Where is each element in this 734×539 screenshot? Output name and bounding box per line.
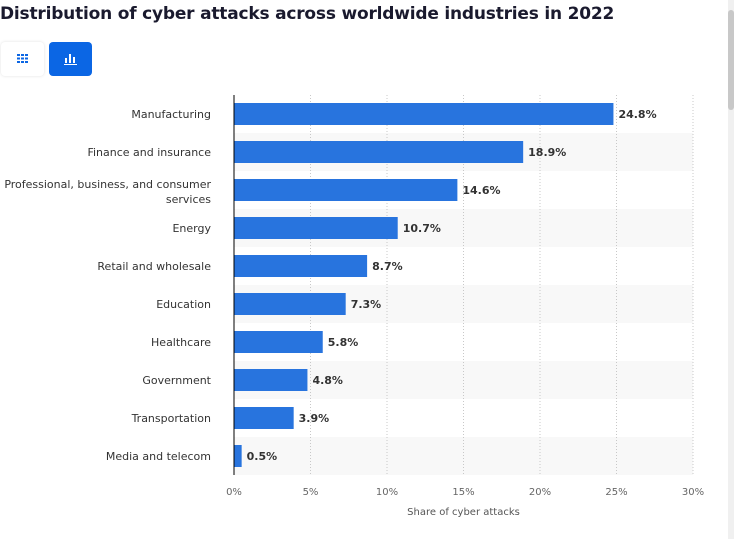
category-label: Education — [156, 298, 211, 311]
data-label: 18.9% — [528, 146, 566, 159]
category-label: Finance and insurance — [87, 146, 211, 159]
bar[interactable] — [234, 141, 524, 163]
data-label: 3.9% — [299, 412, 330, 425]
data-label: 14.6% — [462, 184, 500, 197]
chart-view-button[interactable] — [49, 42, 92, 76]
x-tick-label: 25% — [605, 487, 627, 498]
bar[interactable] — [234, 293, 346, 315]
x-tick-label: 0% — [226, 487, 242, 498]
data-label: 5.8% — [328, 336, 359, 349]
bar[interactable] — [234, 255, 368, 277]
x-tick-label: 20% — [529, 487, 551, 498]
data-label: 24.8% — [618, 108, 656, 121]
x-tick-label: 15% — [452, 487, 474, 498]
category-label: Energy — [172, 222, 211, 235]
category-label: Manufacturing — [131, 108, 211, 121]
bar[interactable] — [234, 331, 323, 353]
category-label: Transportation — [131, 412, 211, 425]
x-tick-label: 10% — [376, 487, 398, 498]
x-axis-title: Share of cyber attacks — [407, 507, 520, 518]
bar[interactable] — [234, 179, 458, 201]
bar[interactable] — [234, 103, 614, 125]
bar-chart-icon — [64, 54, 77, 65]
category-label: Media and telecom — [106, 450, 211, 463]
bar[interactable] — [234, 407, 294, 429]
category-label: Healthcare — [151, 336, 211, 349]
data-label: 7.3% — [351, 298, 382, 311]
category-label: Retail and wholesale — [97, 260, 211, 273]
page-title: Distribution of cyber attacks across wor… — [0, 4, 615, 24]
data-label: 4.8% — [312, 374, 343, 387]
table-view-button[interactable] — [1, 42, 44, 76]
x-tick-label: 30% — [682, 487, 704, 498]
x-tick-label: 5% — [303, 487, 319, 498]
grid-icon — [16, 54, 28, 63]
bar[interactable] — [234, 369, 308, 391]
scrollbar-thumb[interactable] — [728, 10, 734, 110]
data-label: 10.7% — [403, 222, 441, 235]
scrollbar[interactable] — [728, 0, 734, 539]
category-label: Government — [142, 374, 211, 387]
bar[interactable] — [234, 445, 242, 467]
bar[interactable] — [234, 217, 398, 239]
data-label: 8.7% — [372, 260, 403, 273]
data-label: 0.5% — [247, 450, 278, 463]
category-label: Professional, business, and consumer — [4, 178, 211, 191]
category-label: services — [166, 193, 211, 206]
